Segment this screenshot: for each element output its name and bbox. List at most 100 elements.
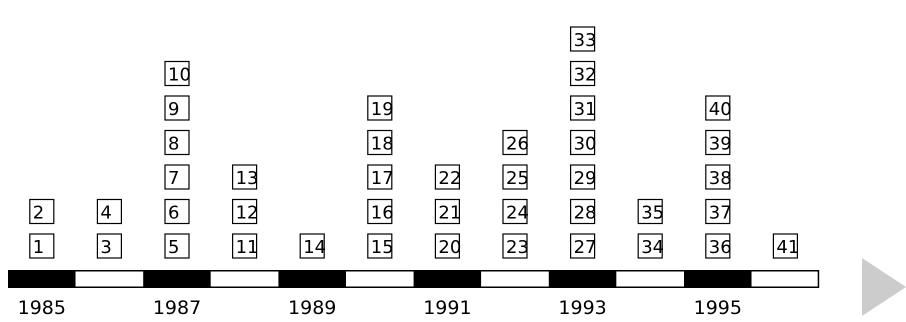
item-box: 40 bbox=[705, 95, 732, 121]
item-number: 32 bbox=[574, 65, 597, 86]
year-label: 1987 bbox=[153, 297, 201, 319]
item-box: 24 bbox=[502, 198, 529, 225]
item-box-frame bbox=[367, 129, 393, 156]
year-label: 1991 bbox=[423, 297, 471, 319]
item-number: 4 bbox=[100, 203, 111, 224]
item-box: 39 bbox=[705, 129, 732, 156]
item-number: 11 bbox=[236, 237, 259, 258]
item-box-frame bbox=[569, 129, 596, 156]
item-number: 2 bbox=[33, 203, 44, 224]
item-box: 14 bbox=[299, 233, 326, 259]
item-number: 29 bbox=[574, 168, 597, 189]
item-box-frame bbox=[705, 164, 731, 190]
item-number: 31 bbox=[574, 99, 597, 120]
item-box-frame bbox=[434, 198, 460, 225]
next-arrow-icon[interactable] bbox=[862, 258, 906, 316]
item-box-frame bbox=[96, 198, 123, 225]
item-box: 33 bbox=[569, 26, 597, 52]
item-number: 27 bbox=[574, 237, 597, 258]
item-box: 4 bbox=[96, 198, 123, 225]
item-box-frame bbox=[232, 164, 258, 190]
item-box-frame bbox=[164, 164, 190, 190]
item-box-frame bbox=[96, 233, 123, 259]
item-number: 22 bbox=[438, 168, 461, 189]
timeline-segment bbox=[751, 270, 820, 288]
item-box-frame bbox=[232, 233, 258, 259]
item-box: 41 bbox=[772, 233, 799, 259]
item-box: 6 bbox=[164, 198, 190, 225]
item-number: 33 bbox=[574, 30, 597, 51]
item-box: 2 bbox=[29, 198, 55, 225]
item-number: 25 bbox=[506, 168, 529, 189]
item-number: 35 bbox=[641, 203, 664, 224]
timeline-segment bbox=[278, 270, 346, 288]
item-box: 19 bbox=[367, 95, 394, 121]
item-box-frame bbox=[569, 60, 596, 87]
item-box: 32 bbox=[569, 60, 597, 87]
item-box: 16 bbox=[367, 198, 394, 225]
item-box: 7 bbox=[164, 164, 190, 190]
item-box: 17 bbox=[367, 164, 394, 190]
item-box-frame bbox=[367, 95, 393, 121]
timeline-segment bbox=[413, 270, 482, 288]
item-box: 28 bbox=[569, 198, 597, 225]
item-box: 23 bbox=[502, 233, 529, 259]
timeline-segment bbox=[481, 270, 549, 288]
item-number: 3 bbox=[100, 237, 111, 258]
item-box: 13 bbox=[232, 164, 259, 190]
item-box: 1 bbox=[29, 233, 55, 259]
item-number: 15 bbox=[371, 237, 394, 258]
item-box-frame bbox=[502, 164, 528, 190]
item-box: 27 bbox=[569, 233, 597, 259]
item-box-frame bbox=[705, 129, 731, 156]
item-box: 15 bbox=[367, 233, 394, 259]
item-box: 31 bbox=[569, 95, 597, 121]
item-number: 30 bbox=[574, 134, 597, 155]
year-label: 1993 bbox=[558, 297, 606, 319]
item-box-frame bbox=[569, 95, 596, 121]
item-number: 16 bbox=[371, 203, 394, 224]
item-number: 34 bbox=[641, 237, 664, 258]
timeline-segment bbox=[548, 270, 617, 288]
item-number: 38 bbox=[709, 168, 732, 189]
item-number: 39 bbox=[709, 134, 732, 155]
item-number: 37 bbox=[709, 203, 732, 224]
year-label: 1985 bbox=[18, 297, 66, 319]
item-box: 26 bbox=[502, 129, 529, 156]
item-box-frame bbox=[502, 198, 528, 225]
item-number: 41 bbox=[776, 237, 799, 258]
timeline-segment bbox=[346, 270, 414, 288]
item-box: 38 bbox=[705, 164, 732, 190]
item-number: 17 bbox=[371, 168, 394, 189]
item-box: 34 bbox=[637, 233, 664, 259]
item-box-frame bbox=[569, 233, 596, 259]
item-box: 18 bbox=[367, 129, 394, 156]
item-box-frame bbox=[705, 198, 731, 225]
timeline-segment bbox=[75, 270, 144, 288]
item-box: 36 bbox=[705, 233, 732, 259]
timeline-segment bbox=[616, 270, 684, 288]
item-box-frame bbox=[164, 95, 190, 121]
item-box: 25 bbox=[502, 164, 529, 190]
item-box-frame bbox=[569, 26, 596, 52]
item-box-frame bbox=[705, 233, 731, 259]
timeline-bar bbox=[8, 270, 820, 288]
item-box: 29 bbox=[569, 164, 597, 190]
item-box: 35 bbox=[637, 198, 664, 225]
item-box-frame bbox=[232, 198, 258, 225]
item-box-frame bbox=[705, 95, 731, 121]
item-number: 21 bbox=[438, 203, 461, 224]
item-box: 3 bbox=[96, 233, 123, 259]
timeline-segment bbox=[210, 270, 279, 288]
item-box: 10 bbox=[164, 60, 191, 87]
item-box: 20 bbox=[434, 233, 461, 259]
item-box: 11 bbox=[232, 233, 259, 259]
item-box: 5 bbox=[164, 233, 190, 259]
year-label: 1989 bbox=[288, 297, 336, 319]
item-box-frame bbox=[637, 233, 663, 259]
item-box-frame bbox=[502, 233, 528, 259]
item-box-frame bbox=[164, 198, 190, 225]
item-box: 22 bbox=[434, 164, 461, 190]
item-number: 12 bbox=[236, 203, 259, 224]
